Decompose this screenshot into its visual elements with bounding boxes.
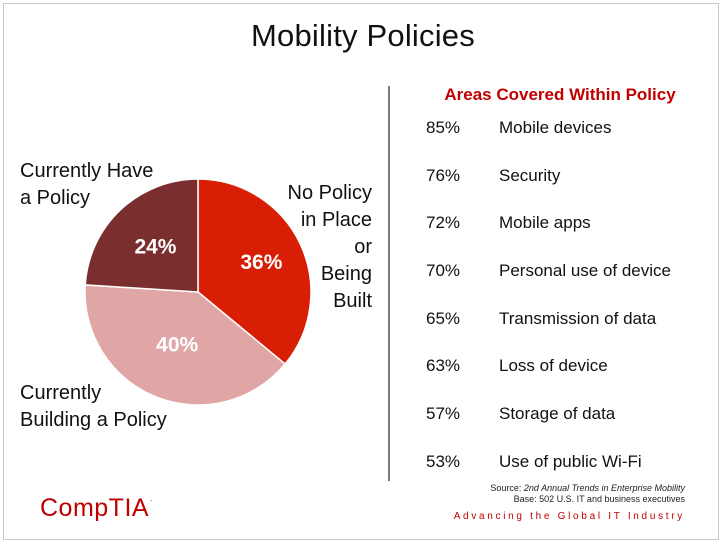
areas-title: Areas Covered Within Policy <box>444 85 676 104</box>
area-pct: 85% <box>426 118 461 137</box>
source-line: Source: 2nd Annual Trends in Enterprise … <box>400 483 685 494</box>
pie-slice <box>84 178 199 293</box>
callout-currently-building: Currently Building a Policy <box>20 380 220 434</box>
area-pct: 65% <box>426 308 461 328</box>
callout-line: or <box>354 236 372 258</box>
callout-line: No Policy <box>287 182 372 204</box>
pie-slice-label: 24% <box>134 236 176 259</box>
source-prefix: Source: <box>490 483 524 493</box>
tagline: Advancing the Global IT Industry <box>453 511 685 522</box>
area-label: Personal use of device <box>499 261 671 281</box>
source-note: Source: 2nd Annual Trends in Enterprise … <box>400 483 685 505</box>
area-label: Loss of device <box>499 356 608 376</box>
logo-mark: . <box>150 494 153 503</box>
logo-text: CompTIA <box>40 494 150 522</box>
callout-currently-have: Currently Have a Policy <box>20 158 200 212</box>
area-pct: 57% <box>426 404 461 424</box>
callout-line: Built <box>333 290 372 312</box>
callout-line: a Policy <box>20 187 91 209</box>
area-label: Mobile apps <box>499 213 591 233</box>
area-pct: 76% <box>426 165 461 185</box>
area-label: Transmission of data <box>499 308 657 328</box>
pie-slice <box>197 178 312 366</box>
callout-line: Currently Have <box>20 160 154 182</box>
area-row: 70% Personal use of device <box>426 259 716 307</box>
pie-slice-label: 36% <box>240 251 282 274</box>
area-pct: 72% <box>426 213 461 233</box>
callout-no-policy: No Policy in Place or Being Built <box>270 180 372 315</box>
area-row: 53% Use of public Wi-Fi <box>426 450 716 498</box>
pie-slice-label: 40% <box>156 334 198 357</box>
area-row: 85% Mobile devices <box>426 116 716 164</box>
page-title: Mobility Policies <box>251 18 475 53</box>
area-label: Mobile devices <box>499 118 612 137</box>
callout-line: Being <box>320 263 372 285</box>
source-base: Base: 502 U.S. IT and business executive… <box>513 494 685 504</box>
vertical-divider <box>388 86 390 481</box>
area-pct: 63% <box>426 356 461 376</box>
callout-line: Building a Policy <box>20 409 167 431</box>
area-label: Security <box>499 165 561 185</box>
area-row: 57% Storage of data <box>426 402 716 450</box>
callout-line: Currently <box>20 382 102 404</box>
area-row: 63% Loss of device <box>426 354 716 402</box>
area-row: 65% Transmission of data <box>426 307 716 355</box>
area-pct: 53% <box>426 451 461 471</box>
area-label: Storage of data <box>499 404 616 424</box>
source-study: 2nd Annual Trends in Enterprise Mobility <box>523 483 685 493</box>
area-row: 72% Mobile apps <box>426 211 716 259</box>
area-pct: 70% <box>426 261 461 281</box>
pie-chart-svg: 36% 40% 24% <box>84 178 312 406</box>
pie-chart: 36% 40% 24% <box>84 178 312 406</box>
callout-line: in Place <box>300 209 372 231</box>
comptia-logo: CompTIA. <box>40 494 153 523</box>
area-label: Use of public Wi-Fi <box>499 451 642 471</box>
area-row: 76% Security <box>426 164 716 212</box>
pie-slice <box>84 284 287 406</box>
areas-list: 85% Mobile devices 76% Security 72% Mobile ap… <box>426 116 716 498</box>
